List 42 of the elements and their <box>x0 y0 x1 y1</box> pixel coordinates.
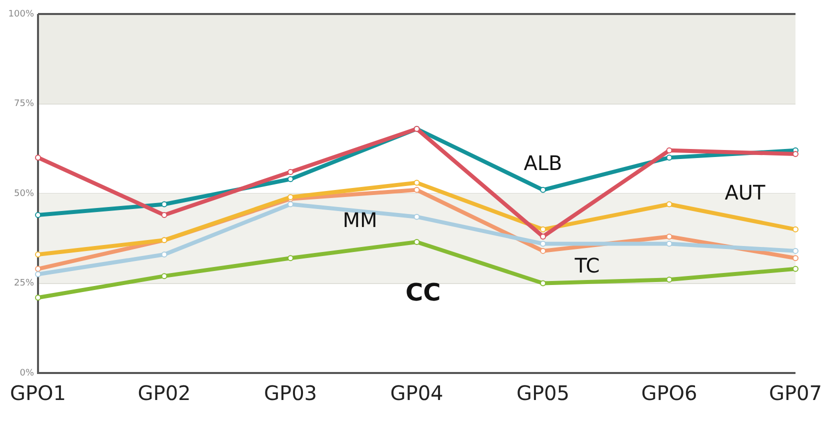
point <box>540 234 546 240</box>
series-label: ALB <box>524 150 562 175</box>
point <box>540 240 546 247</box>
series-label: AUT <box>724 180 766 204</box>
point <box>540 226 546 232</box>
x-tick-label: GPO6 <box>641 381 698 406</box>
point <box>288 255 294 262</box>
series-label: CC <box>405 278 441 307</box>
y-tick-label: 0% <box>20 368 34 378</box>
y-tick-label: 50% <box>14 188 34 199</box>
y-tick-label: 25% <box>14 278 34 289</box>
point <box>414 214 420 220</box>
point <box>540 280 546 286</box>
point <box>35 294 42 301</box>
x-tick-label: GP07 <box>768 381 822 406</box>
y-tick-label: 75% <box>14 99 34 110</box>
point <box>161 201 168 208</box>
series-label: MM <box>342 208 378 232</box>
point <box>414 186 420 193</box>
point <box>792 226 798 232</box>
point <box>540 186 546 193</box>
x-tick-label: GP02 <box>138 381 191 406</box>
x-tick-label: GP04 <box>390 381 444 406</box>
x-tick-label: GP05 <box>516 381 570 406</box>
point <box>288 168 294 175</box>
x-tick-label: GP03 <box>264 381 318 406</box>
point <box>666 276 672 283</box>
point <box>161 273 168 280</box>
point <box>35 154 42 161</box>
point <box>35 266 42 272</box>
x-tick-label: GPO1 <box>10 381 66 406</box>
point <box>161 212 168 218</box>
point <box>792 255 798 262</box>
point <box>414 180 420 186</box>
series-label: TC <box>574 254 600 278</box>
point <box>540 248 546 254</box>
point <box>414 238 420 245</box>
point <box>161 252 168 258</box>
y-tick-label: 100% <box>8 9 34 20</box>
point <box>288 176 294 182</box>
point <box>666 201 672 208</box>
point <box>666 234 672 240</box>
